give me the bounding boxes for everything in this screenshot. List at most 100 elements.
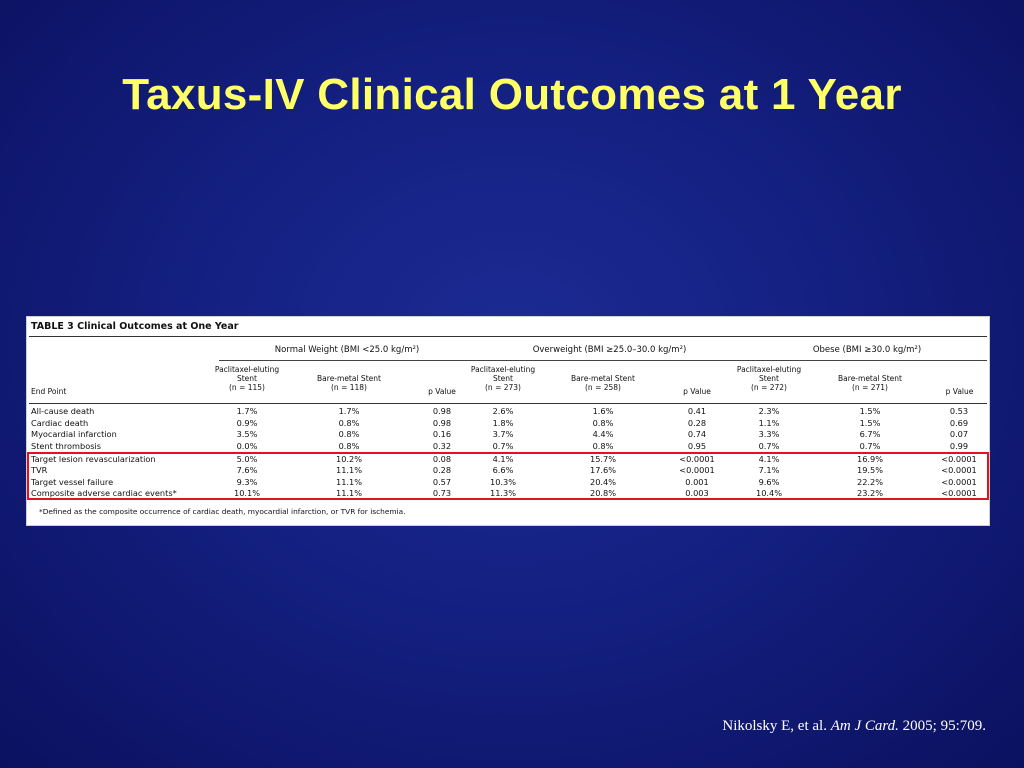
table-cell: <0.0001 xyxy=(941,465,977,475)
slide-title: Taxus-IV Clinical Outcomes at 1 Year xyxy=(122,70,902,119)
row-label: All-cause death xyxy=(31,406,95,416)
table-cell: 0.95 xyxy=(687,440,707,451)
group-header-obese: Obese (BMI ≥30.0 kg/m²) xyxy=(812,345,922,355)
table-cell: 10.3% xyxy=(489,476,516,487)
table-cell: 0.7% xyxy=(859,440,881,451)
col-header-end-point: End Point xyxy=(31,387,67,396)
table-cell: 10.4% xyxy=(755,488,782,498)
table-row: Target lesion revascularization 5.0% 10.… xyxy=(27,454,991,466)
table-cell: 7.1% xyxy=(758,465,780,475)
table-cell: 1.7% xyxy=(236,406,258,416)
table-cell: 11.1% xyxy=(335,476,362,487)
table-row: Cardiac death 0.9% 0.8% 0.98 1.8% 0.8% 0… xyxy=(27,418,991,430)
group-header-overweight: Overweight (BMI ≥25.0–30.0 kg/m²) xyxy=(532,345,687,355)
table-row: Target vessel failure 9.3% 11.1% 0.57 10… xyxy=(27,477,991,489)
table-cell: 9.3% xyxy=(236,476,258,487)
table-cell: 0.8% xyxy=(592,440,614,451)
table-cell: 0.16 xyxy=(432,429,452,439)
table-cell: 11.3% xyxy=(489,488,516,498)
table-row: Myocardial infarction 3.5% 0.8% 0.16 3.7… xyxy=(27,429,991,441)
table-cell: 20.4% xyxy=(589,476,616,487)
table-cell: 2.3% xyxy=(758,406,780,416)
table-cell: 0.28 xyxy=(432,465,452,475)
table-cell: <0.0001 xyxy=(679,465,715,475)
table-cell: 20.8% xyxy=(589,488,616,498)
clinical-outcomes-table: TABLE 3 Clinical Outcomes at One Year No… xyxy=(26,316,990,526)
row-label: Cardiac death xyxy=(31,417,89,428)
table-cell: 1.7% xyxy=(338,406,360,416)
table-cell: 1.1% xyxy=(758,417,780,428)
table-cell: 1.5% xyxy=(859,417,881,428)
col-header-normal-pvalue: p Value xyxy=(428,387,456,396)
table-cell: 6.6% xyxy=(492,465,514,475)
table-cell: 0.74 xyxy=(687,429,707,439)
table-cell: 0.98 xyxy=(432,406,452,416)
row-label: Composite adverse cardiac events* xyxy=(31,488,177,498)
table-cell: 0.8% xyxy=(338,429,360,439)
table-cell: 0.08 xyxy=(432,453,452,464)
table-cell: 0.8% xyxy=(338,440,360,451)
table-cell: 1.5% xyxy=(859,406,881,416)
table-row: Composite adverse cardiac events* 10.1% … xyxy=(27,488,991,500)
col-header-overweight-pes: Paclitaxel-eluting Stent (n = 273) xyxy=(470,365,536,392)
table-footnote: *Defined as the composite occurrence of … xyxy=(39,507,406,516)
table-cell: 6.7% xyxy=(859,429,881,439)
table-cell: <0.0001 xyxy=(941,476,977,487)
citation-details: 2005; 95:709. xyxy=(902,718,986,734)
table-cell: 0.99 xyxy=(949,440,969,451)
table-cell: 0.57 xyxy=(432,476,452,487)
table-cell: 0.9% xyxy=(236,417,258,428)
table-cell: 23.2% xyxy=(856,488,883,498)
col-header-obese-pes: Paclitaxel-eluting Stent (n = 272) xyxy=(736,365,802,392)
citation: Nikolsky E, et al. Am J Card. 2005; 95:7… xyxy=(722,718,986,735)
table-row: TVR 7.6% 11.1% 0.28 6.6% 17.6% <0.0001 7… xyxy=(27,465,991,477)
table-cell: 0.53 xyxy=(949,406,969,416)
table-title-rule xyxy=(29,336,987,337)
table-cell: 0.7% xyxy=(492,440,514,451)
row-label: TVR xyxy=(31,465,48,475)
table-cell: 0.28 xyxy=(687,417,707,428)
table-cell: <0.0001 xyxy=(941,488,977,498)
table-cell: 7.6% xyxy=(236,465,258,475)
group-rule-normal-weight xyxy=(219,360,477,361)
table-cell: <0.0001 xyxy=(941,453,977,464)
col-header-overweight-pvalue: p Value xyxy=(683,387,711,396)
row-label: Myocardial infarction xyxy=(31,429,117,439)
table-cell: 3.5% xyxy=(236,429,258,439)
col-header-obese-bms: Bare-metal Stent (n = 271) xyxy=(838,374,902,392)
table-cell: 3.7% xyxy=(492,429,514,439)
table-cell: 11.1% xyxy=(335,465,362,475)
header-rule xyxy=(29,403,987,404)
table-cell: 1.8% xyxy=(492,417,514,428)
table-cell: <0.0001 xyxy=(679,453,715,464)
row-label: Stent thrombosis xyxy=(31,440,102,451)
group-header-normal-weight: Normal Weight (BMI <25.0 kg/m²) xyxy=(274,345,420,355)
table-cell: 16.9% xyxy=(856,453,883,464)
table-cell: 10.1% xyxy=(233,488,260,498)
table-title: TABLE 3 Clinical Outcomes at One Year xyxy=(31,321,239,332)
table-row: All-cause death 1.7% 1.7% 0.98 2.6% 1.6%… xyxy=(27,406,991,418)
table-row: Stent thrombosis 0.0% 0.8% 0.32 0.7% 0.8… xyxy=(27,441,991,453)
table-cell: 0.001 xyxy=(685,476,709,487)
table-cell: 3.3% xyxy=(758,429,780,439)
row-label: Target vessel failure xyxy=(31,476,114,487)
table-cell: 0.07 xyxy=(949,429,969,439)
table-cell: 0.7% xyxy=(758,440,780,451)
table-cell: 0.98 xyxy=(432,417,452,428)
table-cell: 10.2% xyxy=(335,453,362,464)
table-cell: 0.8% xyxy=(592,417,614,428)
table-cell: 5.0% xyxy=(236,453,258,464)
body-rule xyxy=(29,499,987,500)
table-cell: 0.73 xyxy=(432,488,452,498)
table-cell: 22.2% xyxy=(856,476,883,487)
col-header-normal-pes: Paclitaxel-eluting Stent (n = 115) xyxy=(214,365,280,392)
table-cell: 0.0% xyxy=(236,440,258,451)
col-header-overweight-bms: Bare-metal Stent (n = 258) xyxy=(571,374,635,392)
table-cell: 4.4% xyxy=(592,429,614,439)
table-cell: 1.6% xyxy=(592,406,614,416)
table-cell: 0.32 xyxy=(432,440,452,451)
table-cell: 4.1% xyxy=(492,453,514,464)
group-rule-overweight xyxy=(477,360,739,361)
table-cell: 9.6% xyxy=(758,476,780,487)
table-cell: 17.6% xyxy=(589,465,616,475)
